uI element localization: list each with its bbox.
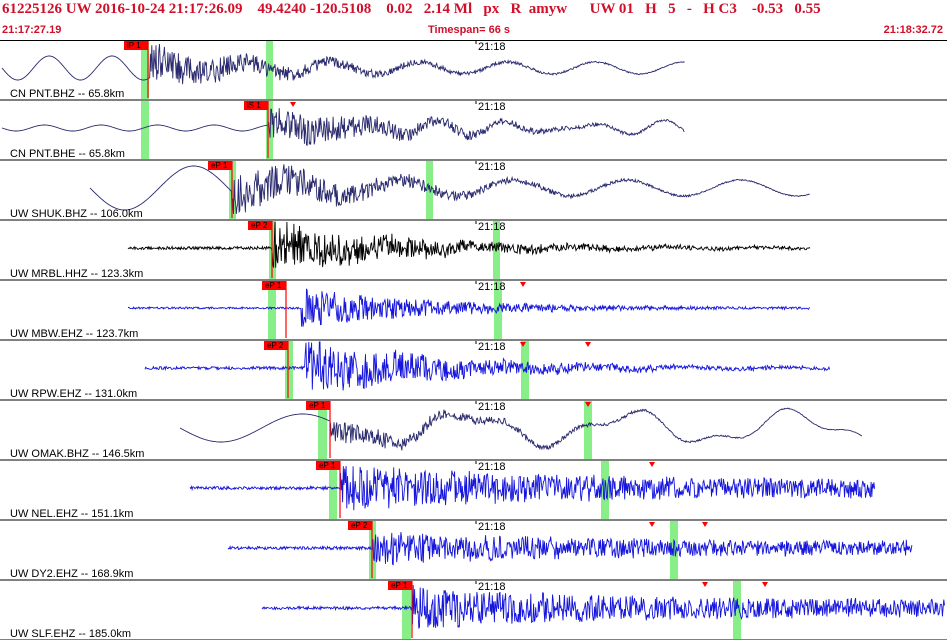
amplitude-window (268, 281, 276, 339)
waveform (189, 465, 876, 511)
station-label: CN PNT.BHZ -- 65.8km (10, 88, 124, 100)
minute-tick-label: 21:18 (478, 461, 506, 473)
waveform (1, 108, 685, 146)
waveform (179, 407, 863, 451)
pick-label: eP 2 (251, 221, 268, 230)
trace-row[interactable]: 21:18 eP 1 UW NEL.EHZ -- 151.1km (0, 461, 947, 521)
minute-tick-label: 21:18 (478, 521, 506, 533)
pick-flag[interactable] (264, 341, 288, 350)
pick-label: eP 1 (211, 161, 228, 170)
event-summary: 61225126 UW 2016-10-24 21:17:26.09 49.42… (2, 1, 821, 17)
pick-label: iS 1 (247, 101, 261, 110)
pick-flag[interactable] (388, 581, 412, 590)
minute-tick-label: 21:18 (478, 221, 506, 233)
end-time: 21:18:32.72 (883, 24, 943, 36)
trace-row[interactable]: 21:18 iP 1 CN PNT.BHZ -- 65.8km (0, 41, 947, 101)
waveform (89, 164, 810, 215)
pick-flag[interactable] (262, 281, 286, 290)
event-header: 61225126 UW 2016-10-24 21:17:26.09 49.42… (0, 0, 947, 40)
arrival-marker-icon[interactable] (649, 522, 655, 527)
waveform (1, 43, 685, 85)
pick-label: eP 1 (319, 461, 336, 470)
arrival-marker-icon[interactable] (520, 342, 526, 347)
seismogram-panel[interactable]: 21:18 iP 1 CN PNT.BHZ -- 65.8km 21:18 iS 1 CN… (0, 40, 947, 640)
amplitude-window (329, 461, 337, 519)
arrival-marker-icon[interactable] (520, 282, 526, 287)
minute-tick-label: 21:18 (478, 41, 506, 53)
pick-flag[interactable] (124, 41, 148, 50)
minute-tick-label: 21:18 (478, 161, 506, 173)
pick-label: eP 2 (267, 341, 284, 350)
timespan: Timespan= 66 s (428, 24, 511, 36)
minute-tick-label: 21:18 (478, 101, 506, 113)
station-label: UW RPW.EHZ -- 131.0km (10, 388, 137, 400)
station-label: UW DY2.EHZ -- 168.9km (10, 568, 133, 580)
pick-flag[interactable] (244, 101, 268, 110)
arrival-marker-icon[interactable] (762, 582, 768, 587)
pick-flag[interactable] (208, 161, 232, 170)
station-label: CN PNT.BHE -- 65.8km (10, 148, 125, 160)
waveform (261, 585, 945, 629)
pick-flag[interactable] (348, 521, 372, 530)
station-label: UW SHUK.BHZ -- 106.0km (10, 208, 143, 220)
pick-label: eP 1 (309, 401, 326, 410)
amplitude-window (402, 581, 411, 639)
pick-label: eP 2 (351, 521, 368, 530)
trace-row[interactable]: 21:18 eP 1 UW SLF.EHZ -- 185.0km (0, 581, 947, 640)
station-label: UW NEL.EHZ -- 151.1km (10, 508, 133, 520)
pick-label: eP 1 (265, 281, 282, 290)
trace-row[interactable]: 21:18 eP 1 UW SHUK.BHZ -- 106.0km (0, 161, 947, 221)
start-time: 21:17:27.19 (2, 24, 62, 36)
station-label: UW OMAK.BHZ -- 146.5km (10, 448, 144, 460)
arrival-marker-icon[interactable] (585, 342, 591, 347)
trace-row[interactable]: 21:18 eP 2 UW RPW.EHZ -- 131.0km (0, 341, 947, 401)
minute-tick-label: 21:18 (478, 401, 506, 413)
trace-row[interactable]: 21:18 eP 1 UW OMAK.BHZ -- 146.5km (0, 401, 947, 461)
pick-flag[interactable] (316, 461, 340, 470)
waveform (127, 288, 811, 327)
pick-label: iP 1 (127, 41, 141, 50)
pick-flag[interactable] (306, 401, 330, 410)
amplitude-window (285, 341, 293, 399)
station-label: UW MBW.EHZ -- 123.7km (10, 328, 138, 340)
trace-row[interactable]: 21:18 eP 2 UW MRBL.HHZ -- 123.3km (0, 221, 947, 281)
station-label: UW SLF.EHZ -- 185.0km (10, 628, 131, 640)
minute-tick-label: 21:18 (478, 281, 506, 293)
waveform (144, 341, 831, 391)
amplitude-window (318, 401, 327, 459)
arrival-marker-icon[interactable] (649, 462, 655, 467)
minute-tick-label: 21:18 (478, 341, 506, 353)
amplitude-window (141, 41, 149, 99)
waveform (227, 532, 913, 566)
amplitude-window (584, 401, 592, 459)
amplitude-window (733, 581, 741, 639)
pick-label: eP 1 (391, 581, 408, 590)
amplitude-window (426, 161, 433, 219)
minute-tick-label: 21:18 (478, 581, 506, 593)
arrival-marker-icon[interactable] (702, 522, 708, 527)
station-label: UW MRBL.HHZ -- 123.3km (10, 268, 143, 280)
trace-row[interactable]: 21:18 iS 1 CN PNT.BHE -- 65.8km (0, 101, 947, 161)
trace-row[interactable]: 21:18 eP 1 UW MBW.EHZ -- 123.7km (0, 281, 947, 341)
arrival-marker-icon[interactable] (290, 102, 296, 107)
pick-flag[interactable] (248, 221, 272, 230)
waveform (127, 221, 811, 268)
arrival-marker-icon[interactable] (585, 402, 591, 407)
arrival-marker-icon[interactable] (702, 582, 708, 587)
trace-row[interactable]: 21:18 eP 2 UW DY2.EHZ -- 168.9km (0, 521, 947, 581)
amplitude-window (670, 521, 678, 579)
amplitude-window (141, 101, 149, 159)
